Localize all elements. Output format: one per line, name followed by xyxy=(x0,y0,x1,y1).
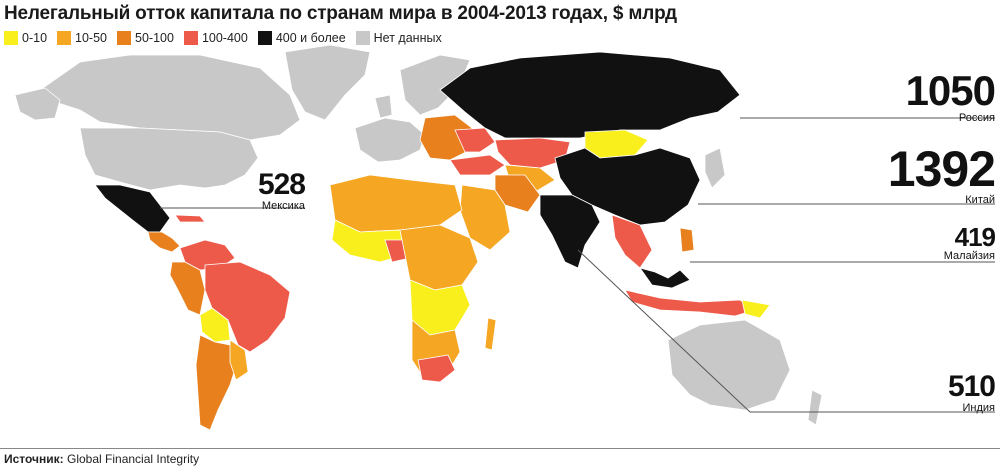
legend-item-no-data: Нет данных xyxy=(355,31,442,45)
legend-swatch xyxy=(57,31,72,45)
callout-label: Индия xyxy=(962,402,995,414)
kazakhstan xyxy=(494,137,571,169)
argentina-chile xyxy=(195,334,239,431)
scandinavia xyxy=(399,54,471,116)
arabia xyxy=(459,184,511,251)
callout-label: Малайзия xyxy=(943,250,995,262)
legend-label: 400 и более xyxy=(275,31,346,45)
north-africa xyxy=(329,174,463,233)
callout-india: 510 Индия xyxy=(947,370,996,415)
legend-swatch xyxy=(117,31,132,45)
callout-value: 1392 xyxy=(887,141,996,197)
philippines xyxy=(679,227,695,253)
map-title: Нелегальный отток капитала по странам ми… xyxy=(4,3,677,24)
legend: 0-10 10-50 50-100 100-400 400 и более Не… xyxy=(4,31,442,45)
callout-value: 419 xyxy=(954,222,996,252)
legend-label: 0-10 xyxy=(22,31,48,45)
greenland xyxy=(284,44,371,121)
malaysia xyxy=(639,267,691,289)
mexico xyxy=(94,184,171,233)
madagascar xyxy=(484,317,497,351)
india-leader xyxy=(577,249,995,413)
canada xyxy=(39,54,301,141)
india xyxy=(539,194,601,269)
legend-item-0-10: 0-10 xyxy=(4,31,47,45)
australia xyxy=(667,319,791,411)
callout-value: 510 xyxy=(947,370,996,403)
paraguay-uruguay xyxy=(229,339,249,381)
legend-swatch xyxy=(257,31,272,45)
callout-china: 1392 Китай xyxy=(887,141,996,206)
source-divider xyxy=(0,448,1000,449)
legend-swatch xyxy=(4,31,18,45)
callout-label: Китай xyxy=(965,194,995,206)
callout-russia: 1050 Россия xyxy=(905,67,996,125)
brazil xyxy=(204,261,291,353)
japan xyxy=(704,147,726,189)
legend-label: 100-400 xyxy=(201,31,248,45)
source-text: Global Financial Integrity xyxy=(67,452,200,466)
central-america xyxy=(147,231,181,253)
western-europe xyxy=(354,117,426,163)
legend-swatch xyxy=(355,31,370,45)
source-note: Источник: Global Financial Integrity xyxy=(4,452,199,466)
usa xyxy=(79,127,259,191)
legend-item-400-plus: 400 и более xyxy=(257,31,346,45)
callout-value: 528 xyxy=(257,168,306,201)
callout-mexico: 528 Мексика xyxy=(257,168,306,213)
eastern-europe xyxy=(419,114,473,161)
callout-label: Россия xyxy=(958,112,995,124)
legend-item-10-50: 10-50 xyxy=(57,31,107,45)
legend-label: 50-100 xyxy=(135,31,174,45)
legend-label: 10-50 xyxy=(75,31,108,45)
ecuador-peru xyxy=(169,261,206,316)
callout-value: 1050 xyxy=(905,67,996,114)
callout-malaysia: 419 Малайзия xyxy=(943,222,996,262)
source-prefix: Источник: xyxy=(4,452,64,466)
papua xyxy=(741,299,771,319)
legend-item-50-100: 50-100 xyxy=(117,31,174,45)
legend-swatch xyxy=(183,31,198,45)
uk xyxy=(374,94,393,119)
south-africa xyxy=(417,354,456,383)
new-zealand xyxy=(807,389,823,426)
caribbean xyxy=(174,214,206,223)
turkey xyxy=(449,154,506,176)
russia xyxy=(439,51,741,139)
alaska xyxy=(14,87,61,121)
legend-label: Нет данных xyxy=(373,31,442,45)
legend-item-100-400: 100-400 xyxy=(183,31,248,45)
ukraine-balkans xyxy=(454,127,496,153)
callout-label: Мексика xyxy=(261,200,305,212)
